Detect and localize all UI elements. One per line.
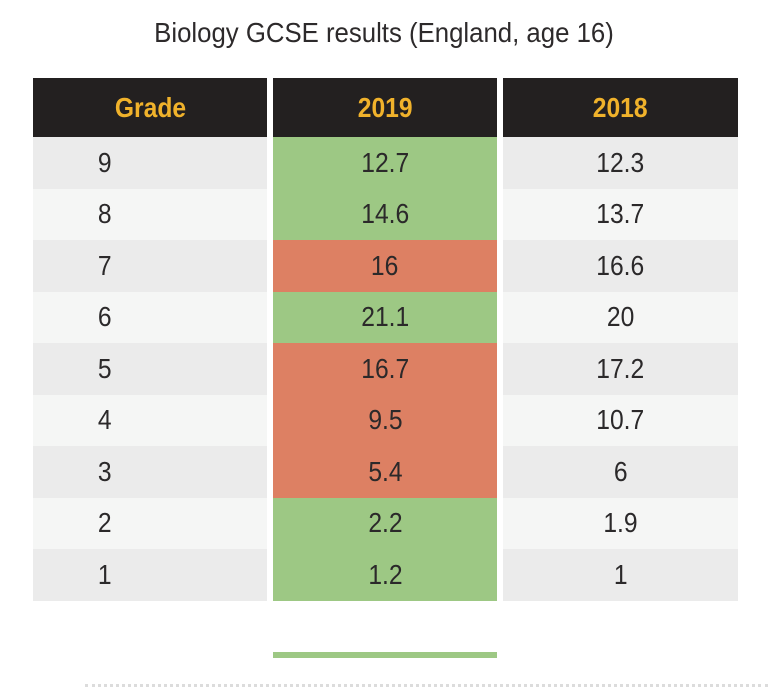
grade-value: 4 [98, 404, 112, 436]
bottom-dotted-line [85, 684, 768, 687]
table-row: 2 2.2 1.9 [33, 497, 738, 549]
header-2019-label: 2019 [357, 91, 413, 123]
value-2019: 9.5 [367, 404, 403, 436]
results-table: Grade 2019 2018 9 12.7 12.3 8 14.6 13.7 … [33, 78, 738, 658]
value-2018: 1 [613, 558, 628, 590]
cell-grade: 1 [33, 549, 267, 601]
value-2018: 20 [606, 301, 635, 333]
cell-grade: 8 [33, 188, 267, 240]
value-2018: 13.7 [596, 198, 645, 230]
value-2018: 16.6 [596, 249, 645, 281]
value-2019: 2.2 [367, 507, 403, 539]
grade-value: 7 [98, 249, 112, 281]
grade-value: 6 [98, 301, 112, 333]
table-header: Grade 2019 2018 [33, 78, 738, 137]
cell-2018: 1 [503, 549, 738, 601]
grade-value: 5 [98, 352, 112, 384]
table-row: 8 14.6 13.7 [33, 188, 738, 240]
cell-2019: 16 [273, 240, 497, 292]
value-2019: 16.7 [361, 352, 409, 384]
cell-grade: 3 [33, 446, 267, 498]
cell-grade: 7 [33, 240, 267, 292]
cell-2018: 10.7 [503, 394, 738, 446]
table-row: 3 5.4 6 [33, 446, 738, 498]
cell-2018: 20 [503, 291, 738, 343]
cell-grade: 5 [33, 343, 267, 395]
value-2019: 16 [371, 249, 399, 281]
cell-2019: 12.7 [273, 137, 497, 189]
grade-value: 8 [98, 198, 112, 230]
grade-value: 1 [98, 558, 112, 590]
cell-2019: 16.7 [273, 343, 497, 395]
value-2018: 1.9 [603, 507, 638, 539]
table-body: 9 12.7 12.3 8 14.6 13.7 7 16 16.6 6 21.1… [33, 137, 738, 601]
header-grade-label: Grade [114, 91, 186, 123]
table-row: 7 16 16.6 [33, 240, 738, 292]
table-row: 1 1.2 1 [33, 549, 738, 601]
cell-2018: 16.6 [503, 240, 738, 292]
cell-2018: 17.2 [503, 343, 738, 395]
grade-value: 9 [98, 146, 112, 178]
table-row: 6 21.1 20 [33, 291, 738, 343]
cell-2019: 9.5 [273, 394, 497, 446]
chart-title: Biology GCSE results (England, age 16) [154, 17, 614, 48]
green-band-overhang [273, 652, 497, 658]
header-2018-label: 2018 [593, 91, 648, 123]
table-row: 4 9.5 10.7 [33, 394, 738, 446]
value-2019: 21.1 [361, 301, 409, 333]
value-2019: 12.7 [361, 146, 409, 178]
cell-2019: 21.1 [273, 291, 497, 343]
header-grade: Grade [33, 78, 267, 137]
value-2018: 10.7 [596, 404, 645, 436]
header-2018: 2018 [503, 78, 738, 137]
cell-grade: 9 [33, 137, 267, 189]
cell-grade: 6 [33, 291, 267, 343]
value-2018: 12.3 [596, 146, 645, 178]
value-2018: 17.2 [596, 352, 645, 384]
cell-2018: 6 [503, 446, 738, 498]
header-2019: 2019 [273, 78, 497, 137]
cell-2018: 13.7 [503, 188, 738, 240]
cell-grade: 2 [33, 497, 267, 549]
table-row: 9 12.7 12.3 [33, 137, 738, 189]
cell-2019: 5.4 [273, 446, 497, 498]
table-row: 5 16.7 17.2 [33, 343, 738, 395]
cell-2018: 12.3 [503, 137, 738, 189]
cell-2019: 2.2 [273, 497, 497, 549]
cell-2019: 14.6 [273, 188, 497, 240]
value-2019: 5.4 [367, 455, 403, 487]
cell-grade: 4 [33, 394, 267, 446]
cell-2018: 1.9 [503, 497, 738, 549]
value-2019: 14.6 [361, 198, 409, 230]
value-2019: 1.2 [367, 558, 403, 590]
grade-value: 3 [98, 455, 112, 487]
cell-2019: 1.2 [273, 549, 497, 601]
value-2018: 6 [613, 455, 628, 487]
grade-value: 2 [98, 507, 112, 539]
